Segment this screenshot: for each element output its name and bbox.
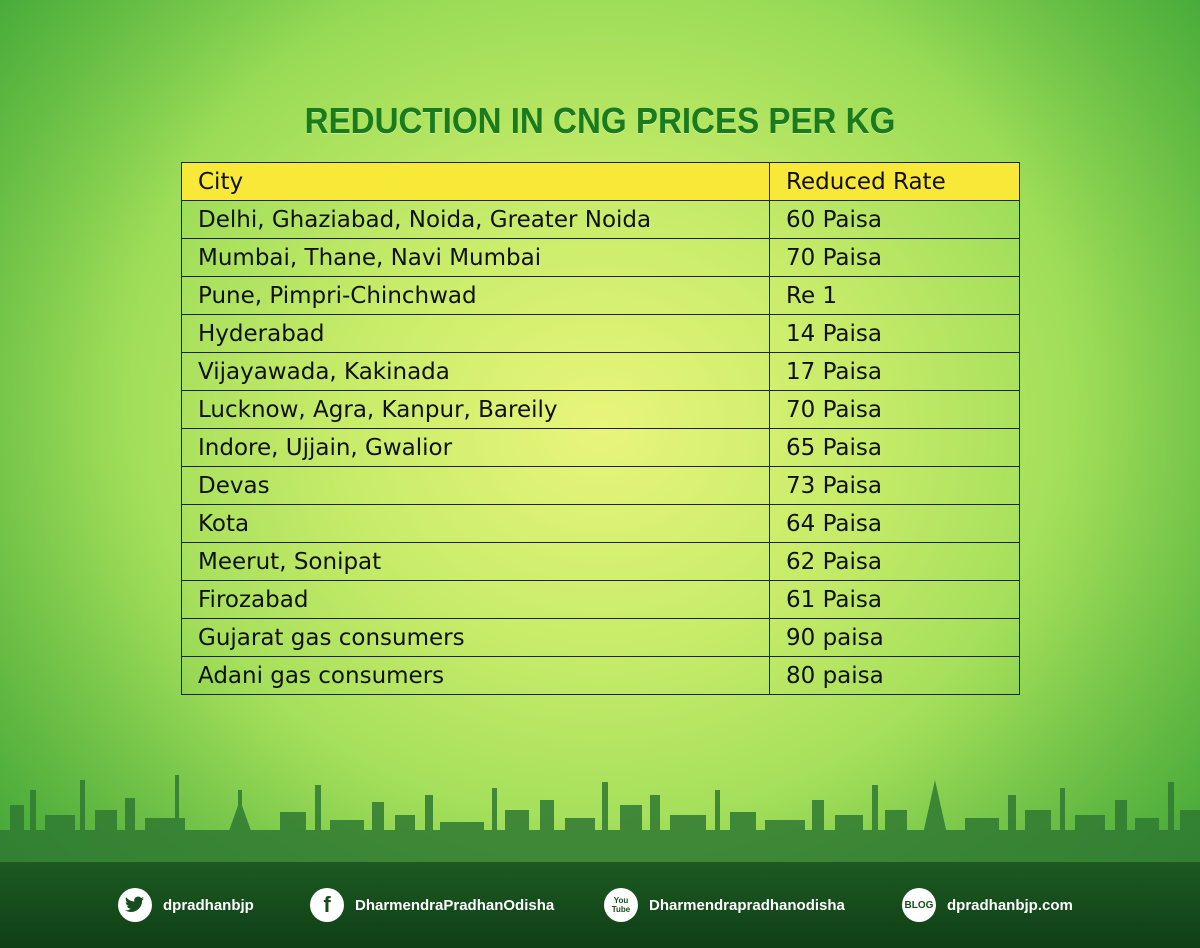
facebook-handle: DharmendraPradhanOdisha — [355, 896, 555, 914]
header-city: City — [181, 162, 770, 201]
city-cell: Meerut, Sonipat — [181, 542, 770, 581]
table-row: Pune, Pimpri-Chinchwad Re 1 — [181, 276, 1020, 315]
table-row: Gujarat gas consumers 90 paisa — [181, 618, 1020, 657]
rate-cell: 14 Paisa — [769, 314, 1020, 353]
table-row: Adani gas consumers 80 paisa — [181, 656, 1020, 695]
facebook-link[interactable]: f DharmendraPradhanOdisha — [310, 888, 554, 922]
rate-cell: 80 paisa — [769, 656, 1020, 695]
table-row: Vijayawada, Kakinada 17 Paisa — [181, 352, 1020, 391]
rate-cell: 62 Paisa — [769, 542, 1020, 581]
city-cell: Indore, Ujjain, Gwalior — [181, 428, 770, 467]
page-title: REDUCTION IN CNG PRICES PER KG — [304, 100, 896, 141]
rate-cell: 17 Paisa — [769, 352, 1020, 391]
table-row: Indore, Ujjain, Gwalior 65 Paisa — [181, 428, 1020, 467]
table-row: Lucknow, Agra, Kanpur, Bareily 70 Paisa — [181, 390, 1020, 429]
table-header-row: City Reduced Rate — [181, 162, 1020, 201]
city-cell: Vijayawada, Kakinada — [181, 352, 770, 391]
rate-cell: 61 Paisa — [769, 580, 1020, 619]
rate-cell: 65 Paisa — [769, 428, 1020, 467]
rate-cell: 60 Paisa — [769, 200, 1020, 239]
city-cell: Hyderabad — [181, 314, 770, 353]
city-cell: Lucknow, Agra, Kanpur, Bareily — [181, 390, 770, 429]
city-cell: Adani gas consumers — [181, 656, 770, 695]
table-row: Mumbai, Thane, Navi Mumbai 70 Paisa — [181, 238, 1020, 277]
city-cell: Mumbai, Thane, Navi Mumbai — [181, 238, 770, 277]
facebook-icon: f — [310, 888, 344, 922]
cng-price-table: City Reduced Rate Delhi, Ghaziabad, Noid… — [181, 162, 1020, 695]
blog-link[interactable]: BLOG dpradhanbjp.com — [902, 888, 1073, 922]
blog-url: dpradhanbjp.com — [947, 896, 1073, 914]
header-reduced-rate: Reduced Rate — [769, 162, 1020, 201]
city-cell: Pune, Pimpri-Chinchwad — [181, 276, 770, 315]
city-cell: Gujarat gas consumers — [181, 618, 770, 657]
city-cell: Firozabad — [181, 580, 770, 619]
table-row: Kota 64 Paisa — [181, 504, 1020, 543]
rate-cell: Re 1 — [769, 276, 1020, 315]
table-row: Delhi, Ghaziabad, Noida, Greater Noida 60… — [181, 200, 1020, 239]
rate-cell: 70 Paisa — [769, 238, 1020, 277]
rate-cell: 73 Paisa — [769, 466, 1020, 505]
youtube-icon: You Tube — [604, 888, 638, 922]
table-row: Meerut, Sonipat 62 Paisa — [181, 542, 1020, 581]
industrial-skyline — [0, 775, 1200, 870]
rate-cell: 70 Paisa — [769, 390, 1020, 429]
youtube-handle: Dharmendrapradhanodisha — [649, 896, 845, 914]
rate-cell: 64 Paisa — [769, 504, 1020, 543]
table-row: Hyderabad 14 Paisa — [181, 314, 1020, 353]
city-cell: Delhi, Ghaziabad, Noida, Greater Noida — [181, 200, 770, 239]
city-cell: Kota — [181, 504, 770, 543]
footer-bar — [0, 862, 1200, 948]
rate-cell: 90 paisa — [769, 618, 1020, 657]
youtube-link[interactable]: You Tube Dharmendrapradhanodisha — [604, 888, 845, 922]
blog-icon: BLOG — [902, 888, 936, 922]
table-row: Devas 73 Paisa — [181, 466, 1020, 505]
table-row: Firozabad 61 Paisa — [181, 580, 1020, 619]
twitter-link[interactable]: dpradhanbjp — [118, 888, 254, 922]
city-cell: Devas — [181, 466, 770, 505]
twitter-handle: dpradhanbjp — [163, 896, 254, 914]
twitter-icon — [118, 888, 152, 922]
